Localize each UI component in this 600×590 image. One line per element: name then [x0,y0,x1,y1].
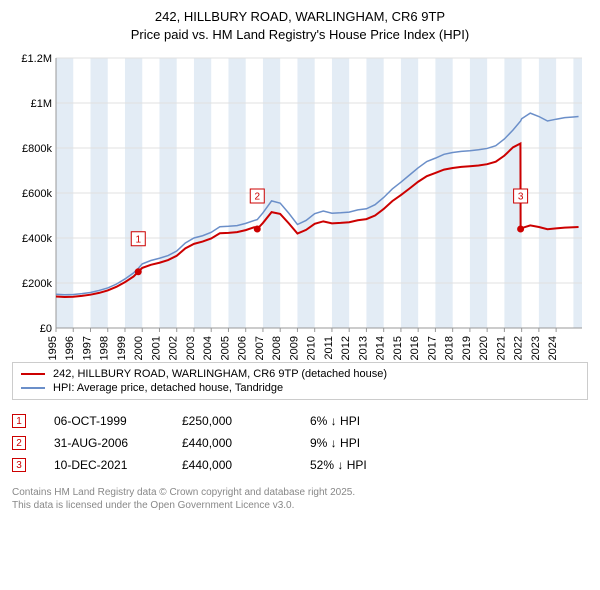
sale-date: 10-DEC-2021 [54,458,154,472]
svg-text:2006: 2006 [237,336,249,360]
legend-swatch [21,387,45,389]
svg-text:2: 2 [254,192,260,203]
legend-label: 242, HILLBURY ROAD, WARLINGHAM, CR6 9TP … [53,368,387,380]
sales-table: 1 06-OCT-1999 £250,000 6% HPI 2 31-AUG-2006 £4… [12,410,588,476]
chart-container: { "title_line1": "242, HILLBURY ROAD, WA… [0,0,600,516]
legend-item: 242, HILLBURY ROAD, WARLINGHAM, CR6 9TP … [21,367,579,381]
title-line-1: 242, HILLBURY ROAD, WARLINGHAM, CR6 9TP [12,8,588,26]
svg-text:2004: 2004 [202,336,214,360]
sale-pct: 9% HPI [310,436,410,450]
sale-row: 2 31-AUG-2006 £440,000 9% HPI [12,432,588,454]
legend-item: HPI: Average price, detached house, Tand… [21,381,579,395]
svg-text:1999: 1999 [116,336,128,360]
svg-text:2001: 2001 [150,336,162,360]
svg-text:£0: £0 [40,323,52,335]
svg-text:2016: 2016 [409,336,421,360]
svg-text:£1.2M: £1.2M [21,53,52,65]
svg-text:2007: 2007 [254,336,266,360]
svg-text:2018: 2018 [444,336,456,360]
svg-text:1: 1 [135,235,141,246]
svg-text:2022: 2022 [513,336,525,360]
line-chart-svg: £0 £200k £400k £600k £800k £1M £1.2M 1995 1996 19… [12,50,588,360]
svg-text:2012: 2012 [340,336,352,360]
svg-text:£800k: £800k [22,143,52,155]
sale-pct: 6% HPI [310,414,410,428]
svg-text:2020: 2020 [478,336,490,360]
svg-text:1998: 1998 [99,336,111,360]
svg-text:1995: 1995 [47,336,59,360]
sale-row: 3 10-DEC-2021 £440,000 52% HPI [12,454,588,476]
chart-plot: £0 £200k £400k £600k £800k £1M £1.2M 1995 1996 19… [12,50,588,360]
chart-title: 242, HILLBURY ROAD, WARLINGHAM, CR6 9TP … [12,8,588,44]
svg-text:2011: 2011 [323,336,335,360]
svg-text:2013: 2013 [357,336,369,360]
svg-text:2017: 2017 [426,336,438,360]
svg-text:2010: 2010 [306,336,318,360]
svg-text:2014: 2014 [375,336,387,360]
svg-text:2019: 2019 [461,336,473,360]
svg-text:2009: 2009 [288,336,300,360]
svg-text:2005: 2005 [219,336,231,360]
svg-text:3: 3 [518,192,524,203]
sale-price: £250,000 [182,414,282,428]
svg-text:1996: 1996 [64,336,76,360]
sale-price: £440,000 [182,458,282,472]
sale-marker: 3 [12,458,26,472]
legend-label: HPI: Average price, detached house, Tand… [53,382,283,394]
svg-text:2008: 2008 [271,336,283,360]
svg-text:£600k: £600k [22,188,52,200]
sale-row: 1 06-OCT-1999 £250,000 6% HPI [12,410,588,432]
svg-text:2023: 2023 [530,336,542,360]
footer-line-2: This data is licensed under the Open Gov… [12,499,588,512]
legend-swatch [21,373,45,375]
svg-text:£200k: £200k [22,278,52,290]
svg-text:2024: 2024 [547,336,559,360]
legend: 242, HILLBURY ROAD, WARLINGHAM, CR6 9TP … [12,362,588,400]
svg-text:£400k: £400k [22,233,52,245]
sale-marker: 2 [12,436,26,450]
sale-date: 31-AUG-2006 [54,436,154,450]
sale-pct: 52% HPI [310,458,410,472]
title-line-2: Price paid vs. HM Land Registry's House … [12,26,588,44]
svg-text:2015: 2015 [392,336,404,360]
svg-text:2003: 2003 [185,336,197,360]
attribution-footer: Contains HM Land Registry data © Crown c… [12,486,588,512]
svg-text:2000: 2000 [133,336,145,360]
svg-text:£1M: £1M [31,98,52,110]
sale-date: 06-OCT-1999 [54,414,154,428]
svg-text:2002: 2002 [168,336,180,360]
footer-line-1: Contains HM Land Registry data © Crown c… [12,486,588,499]
svg-text:1997: 1997 [81,336,93,360]
sale-price: £440,000 [182,436,282,450]
sale-marker: 1 [12,414,26,428]
svg-text:2021: 2021 [495,336,507,360]
